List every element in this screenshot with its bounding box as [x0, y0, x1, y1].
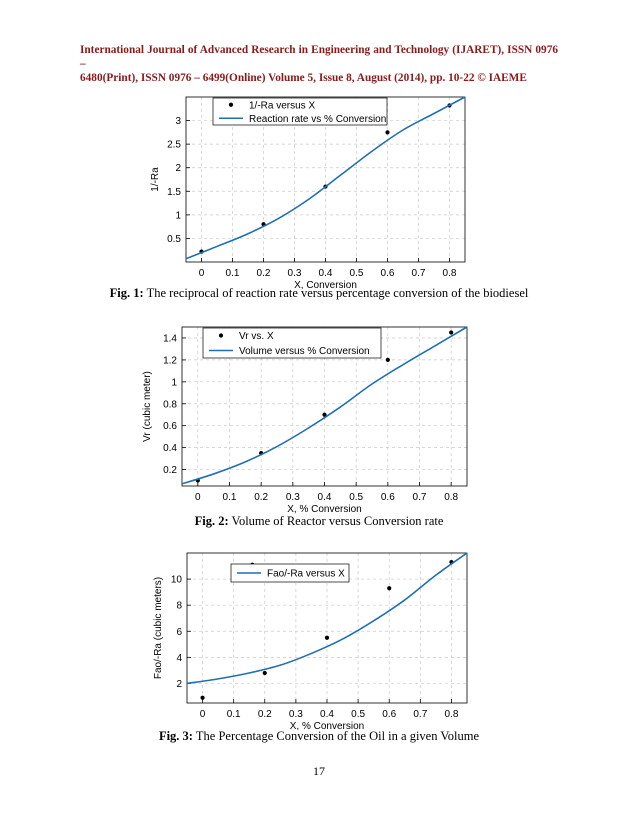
x-tick-label: 0.2: [258, 709, 272, 720]
legend-box: [202, 327, 382, 359]
data-point: [324, 635, 330, 640]
x-tick-label: 0.4: [318, 492, 332, 503]
figure-1-chart: 0 0.1 0.2 0.3 0.4 0.5 0.6 0.7 0.8 0.5 1 1.5 2 2.5 3 1/-…: [150, 96, 466, 291]
x-tick-label: 0.4: [319, 268, 333, 279]
data-point: [449, 330, 454, 335]
fit-curve: [186, 552, 468, 685]
x-tick-label: 0.7: [413, 709, 427, 720]
y-tick-label: 2.5: [167, 140, 181, 151]
x-tick-label: 0.8: [444, 709, 458, 720]
legend-label: 1/-Ra versus X: [249, 100, 315, 111]
figure-2-chart: 0 0.1 0.2 0.3 0.4 0.5 0.6 0.7 0.8 0.2 0.4 0.6 0.8 1 1.…: [142, 326, 468, 515]
figure-1-text: The reciprocal of reaction rate versus p…: [143, 286, 529, 300]
y-tick-label: 1.2: [163, 355, 177, 366]
figure-2-caption: Fig. 2: Volume of Reactor versus Convers…: [0, 514, 638, 529]
header-line-1: International Journal of Advanced Resear…: [80, 44, 558, 70]
x-tick-label: 0: [200, 709, 206, 720]
x-tick-label: 0.8: [443, 268, 457, 279]
x-tick-label: 0.6: [381, 492, 395, 503]
y-tick-label: 4: [176, 653, 182, 664]
y-tick-label: 8: [176, 601, 182, 612]
y-tick-label: 1: [171, 377, 177, 388]
y-tick-label: 6: [176, 627, 182, 638]
x-axis-label: X, Conversion: [294, 280, 357, 291]
x-tick-label: 0.5: [350, 268, 364, 279]
x-tick-label: 0.6: [382, 709, 396, 720]
legend-label: Reaction rate vs % Conversion: [249, 114, 386, 125]
figure-3-caption: Fig. 3: The Percentage Conversion of the…: [0, 729, 638, 744]
x-tick-label: 0.3: [288, 268, 302, 279]
x-axis-label: X, % Conversion: [287, 504, 361, 515]
x-tick-label: 0: [195, 492, 201, 503]
legend-box: [230, 563, 350, 583]
data-point: [322, 412, 327, 417]
x-tick-label: 0: [199, 268, 205, 279]
y-tick-label: 0.4: [163, 443, 177, 454]
y-axis-label: 1/-Ra: [150, 167, 161, 192]
x-axis-label: X, % Conversion: [290, 721, 364, 730]
legend-box: [212, 97, 388, 126]
x-tick-label: 0.2: [257, 268, 271, 279]
x-tick-label: 0.5: [349, 492, 363, 503]
x-tick-label: 0.3: [289, 709, 303, 720]
figure-3-text: The Percentage Conversion of the Oil in …: [192, 729, 480, 743]
x-tick-label: 0.1: [226, 268, 240, 279]
x-tick-label: 0.5: [351, 709, 365, 720]
journal-header: International Journal of Advanced Resear…: [80, 43, 558, 85]
y-axis-label: Fao/-Ra (cubic meters): [153, 577, 164, 679]
data-point: [200, 695, 205, 700]
y-axis-label: Vr (cubic meter): [142, 371, 153, 442]
x-tick-label: 0.6: [381, 268, 395, 279]
x-tick-label: 0.4: [320, 709, 334, 720]
x-tick-label: 0.7: [412, 268, 426, 279]
fit-curve: [181, 326, 468, 485]
x-tick-label: 0.7: [413, 492, 427, 503]
y-tick-label: 0.6: [163, 421, 177, 432]
header-line-2: 6480(Print), ISSN 0976 – 6499(Online) Vo…: [80, 72, 527, 84]
legend-point-swatch: [218, 333, 224, 338]
x-tick-label: 0.3: [286, 492, 300, 503]
x-tick-label: 0.8: [444, 492, 458, 503]
y-tick-label: 1: [175, 210, 181, 221]
figure-3-chart: 0 0.1 0.2 0.3 0.4 0.5 0.6 0.7 0.8 2 4 6 8 10 Fao/-Ra v…: [153, 552, 468, 730]
y-tick-label: 1.5: [167, 187, 181, 198]
legend-point-swatch: [228, 102, 234, 107]
figure-3-label: Fig. 3:: [158, 729, 193, 743]
y-tick-label: 0.5: [167, 234, 181, 245]
x-tick-label: 0.1: [227, 709, 241, 720]
figure-2-text: Volume of Reactor versus Conversion rate: [228, 514, 444, 528]
y-tick-label: 10: [171, 575, 183, 586]
legend-label: Volume versus % Conversion: [239, 346, 370, 357]
figure-2-label: Fig. 2:: [194, 514, 229, 528]
fit-curve: [185, 96, 466, 260]
y-tick-label: 2: [175, 163, 181, 174]
plot-frame: [181, 326, 468, 487]
page-number: 17: [313, 764, 325, 778]
y-tick-label: 1.4: [163, 333, 177, 344]
y-tick-label: 2: [176, 679, 182, 690]
x-tick-label: 0.2: [254, 492, 268, 503]
plot-frame: [185, 96, 466, 263]
data-point: [385, 130, 390, 135]
figure-1-label: Fig. 1:: [109, 286, 144, 300]
data-point: [387, 586, 392, 591]
data-point: [262, 670, 267, 676]
legend-label: Fao/-Ra versus X: [267, 569, 345, 580]
data-point: [385, 357, 390, 362]
legend-label: Vr vs. X: [239, 331, 274, 342]
y-tick-label: 0.2: [163, 465, 177, 476]
y-tick-label: 0.8: [163, 399, 177, 410]
figure-1-caption: Fig. 1: The reciprocal of reaction rate …: [0, 286, 638, 301]
plot-frame: [186, 552, 468, 704]
y-tick-label: 3: [175, 116, 181, 127]
x-tick-label: 0.1: [223, 492, 237, 503]
